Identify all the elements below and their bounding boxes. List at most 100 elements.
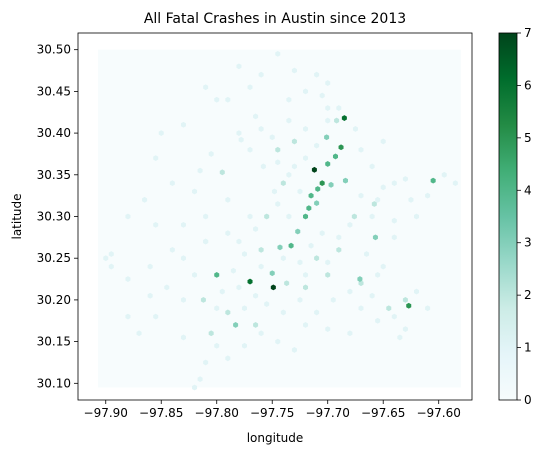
hexbin-cell xyxy=(358,192,364,199)
hexbin-cell xyxy=(247,213,253,220)
hexbin-cell xyxy=(233,322,239,328)
hexbin-cell xyxy=(192,188,198,195)
y-axis-label: latitude xyxy=(10,193,24,239)
hexbin-cell xyxy=(253,322,259,328)
hexbin-cell xyxy=(308,242,314,249)
hexbin-cell xyxy=(286,171,292,178)
hexbin-cell xyxy=(164,284,170,291)
plot-area xyxy=(77,32,473,401)
hexbin-cell xyxy=(260,163,266,170)
hexbin-cell xyxy=(303,284,309,291)
hexbin-cell xyxy=(180,221,186,228)
hexbin-cell xyxy=(125,313,131,320)
hexbin-cell xyxy=(391,234,397,241)
hexbin-cell xyxy=(351,213,357,220)
hexbin-cell xyxy=(414,288,420,295)
hexbin-cell xyxy=(314,255,320,262)
hexbin-cell xyxy=(108,251,114,257)
hexbin-cell xyxy=(402,297,408,303)
hexbin-cell xyxy=(325,161,331,167)
hexbin-cell xyxy=(414,213,420,220)
hexbin-cell xyxy=(347,288,353,295)
hexbin-cell xyxy=(269,270,275,277)
hexbin-cell xyxy=(402,176,408,182)
hexbin-cell xyxy=(247,84,253,91)
hexbin-cell xyxy=(125,276,131,282)
hexbin-cell xyxy=(369,163,375,170)
x-tick-label: −97.60 xyxy=(416,406,460,420)
x-tick-label: −97.70 xyxy=(306,406,350,420)
hexbin-cell xyxy=(380,138,386,145)
x-tick-label: −97.90 xyxy=(84,406,128,420)
y-tick-label: 30.35 xyxy=(37,168,71,182)
hexbin-cell xyxy=(397,334,403,341)
x-tick-label: −97.85 xyxy=(139,406,183,420)
hexbin-cell xyxy=(258,246,264,253)
hexbin-cell xyxy=(288,242,294,249)
colorbar-tick-label: 7 xyxy=(524,26,532,40)
hexbin-cell xyxy=(325,271,331,278)
hexbin-cell xyxy=(147,263,153,270)
hexbin-cell xyxy=(208,151,214,157)
hexbin-cell xyxy=(319,180,325,187)
y-tick-label: 30.15 xyxy=(37,335,71,349)
hexbin-cell xyxy=(325,80,331,86)
hexbin-cell xyxy=(241,251,247,257)
y-tick-label: 30.20 xyxy=(37,293,71,307)
hexbin-cell xyxy=(408,196,414,203)
hexbin-cell xyxy=(441,171,447,178)
hexbin-cell xyxy=(247,278,253,285)
hexbin-cell xyxy=(325,117,331,124)
hexbin-cell xyxy=(203,84,209,91)
hexbin-cell xyxy=(275,201,281,207)
hexbin-cell xyxy=(315,186,321,192)
hexbin-cell xyxy=(303,213,309,220)
hexbin-cell xyxy=(253,292,259,299)
hexbin-cell xyxy=(452,180,458,187)
hexbin-cell xyxy=(253,113,259,120)
hexbin-cell xyxy=(241,305,247,312)
hexbin-cell xyxy=(364,251,370,257)
colorbar-tick-label: 0 xyxy=(524,393,532,407)
hexbin-cell xyxy=(341,115,347,121)
hexbin-cell xyxy=(342,177,348,184)
hexbin-cell xyxy=(406,302,412,309)
hexbin-cell xyxy=(334,117,340,124)
hexbin-cell xyxy=(203,213,209,220)
hexbin-cell xyxy=(275,159,281,166)
y-tick-label: 30.40 xyxy=(37,126,71,140)
colorbar-tick-label: 5 xyxy=(524,131,532,145)
hexbin-cell xyxy=(375,317,381,324)
hexbin-cell xyxy=(269,134,275,141)
y-tick-label: 30.45 xyxy=(37,84,71,98)
hexbin-cell xyxy=(225,196,231,203)
hexbin-cell xyxy=(169,246,175,253)
y-tick-label: 30.10 xyxy=(37,376,71,390)
hexbin-cell xyxy=(425,305,431,312)
x-axis-label: longitude xyxy=(247,431,304,445)
hexbin-cell xyxy=(153,155,159,162)
hexbin-cell xyxy=(347,221,353,228)
hexbin-cell xyxy=(325,105,331,111)
hexbin-cell xyxy=(303,88,309,95)
colorbar-gradient xyxy=(499,33,517,400)
y-tick-label: 30.25 xyxy=(37,251,71,265)
hexbin-cell xyxy=(180,121,186,128)
hexbin-cell xyxy=(147,292,153,299)
colorbar-tick-label: 3 xyxy=(524,236,532,250)
hexbin-cell xyxy=(241,342,247,349)
hexbin-cell xyxy=(286,96,292,103)
hexbin-cell xyxy=(303,155,309,162)
hexbin-cell xyxy=(330,297,336,303)
hexbin-cell xyxy=(214,271,220,278)
hexbin-cell xyxy=(303,126,309,132)
hexbin-cell xyxy=(236,284,242,291)
hexbin-cell xyxy=(225,309,231,316)
hexbin-cell xyxy=(391,217,397,224)
hexbin-cell xyxy=(214,342,220,349)
hexbin-cell xyxy=(286,117,292,124)
hexbin-cell xyxy=(277,244,283,251)
hexbin-cell xyxy=(197,167,203,174)
